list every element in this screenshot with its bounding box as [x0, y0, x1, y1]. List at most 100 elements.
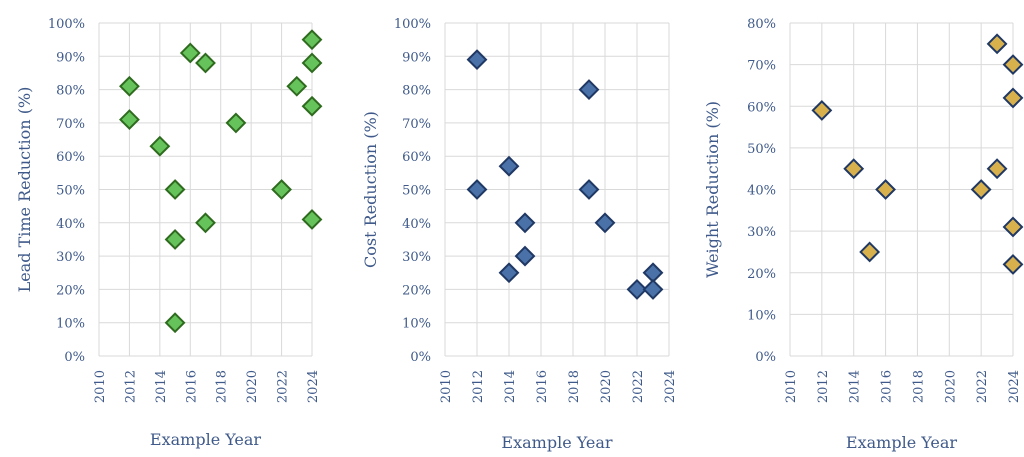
y-tick-label: 50%	[747, 142, 776, 157]
x-tick-label: 2018	[567, 370, 582, 403]
data-point-diamond	[986, 33, 1008, 55]
data-point-diamond	[811, 99, 833, 121]
data-point-diamond	[271, 179, 292, 200]
data-point-diamond	[578, 79, 600, 101]
data-point-diamond	[164, 312, 186, 334]
y-tick-label: 0%	[755, 350, 776, 365]
chart-panel-2: 0% 10% 20% 30% 40% 50% 60% 70% 80% 90% 100% 2010 201…	[361, 17, 678, 452]
y-tick-label: 70%	[56, 117, 85, 132]
data-point-diamond	[514, 212, 536, 234]
data-point-diamond	[1002, 87, 1024, 109]
y-tick-label: 80%	[747, 17, 776, 32]
y-tick-label: 30%	[56, 250, 85, 265]
x-tick-label: 2014	[503, 370, 518, 403]
data-point-diamond	[301, 29, 323, 51]
data-point-diamond	[466, 49, 488, 71]
data-point-diamond	[119, 109, 140, 130]
y-tick-label: 20%	[747, 267, 776, 282]
data-point-diamond	[1002, 54, 1024, 76]
y-tick-label: 10%	[56, 317, 85, 332]
data-point-diamond	[642, 278, 664, 300]
data-point-diamond	[286, 75, 308, 97]
data-point-diamond	[195, 212, 216, 234]
data-point-diamond	[1002, 254, 1024, 275]
x-tick-label: 2024	[663, 370, 678, 403]
data-point-diamond	[1002, 216, 1024, 238]
data-point-diamond	[859, 241, 881, 263]
data-point-diamond	[149, 135, 171, 157]
x-tick-label: 2016	[184, 370, 199, 403]
y-tick-label: 30%	[402, 250, 431, 265]
data-point-diamond	[498, 262, 520, 284]
x-tick-label: 2020	[245, 370, 260, 403]
data-point-diamond	[164, 179, 186, 200]
y-tick-label: 60%	[56, 150, 85, 165]
x-axis-title: Example Year	[501, 433, 613, 452]
y-axis-title: Lead Time Reduction (%)	[15, 87, 34, 293]
x-tick-label: 2016	[880, 370, 895, 403]
x-tick-label: 2020	[943, 370, 958, 403]
data-point-diamond	[875, 179, 896, 200]
y-axis-title: Weight Reduction (%)	[703, 101, 722, 278]
y-tick-label: 50%	[402, 184, 431, 199]
x-tick-label: 2010	[439, 370, 454, 403]
data-point-diamond	[514, 245, 536, 267]
y-tick-label: 0%	[410, 350, 431, 365]
x-tick-label: 2018	[911, 370, 926, 403]
data-point-diamond	[986, 158, 1008, 180]
x-axis-title: Example Year	[846, 433, 958, 452]
y-tick-label: 90%	[402, 50, 431, 65]
data-point-diamond	[164, 229, 186, 250]
y-tick-label: 100%	[48, 17, 85, 32]
y-tick-label: 40%	[747, 184, 776, 199]
y-tick-label: 40%	[402, 217, 431, 232]
data-point-diamond	[195, 52, 216, 74]
chart-panel-1: 0% 10% 20% 30% 40% 50% 60% 70% 80% 90% 100% 2010 201…	[15, 17, 323, 449]
x-tick-label: 2012	[816, 370, 831, 403]
y-tick-label: 20%	[56, 283, 85, 298]
y-tick-label: 10%	[747, 308, 776, 323]
y-tick-label: 70%	[402, 117, 431, 132]
x-tick-label: 2014	[154, 370, 169, 403]
y-tick-label: 100%	[394, 17, 431, 32]
data-point-diamond	[119, 75, 140, 97]
y-tick-label: 60%	[402, 150, 431, 165]
x-tick-label: 2012	[123, 370, 138, 403]
data-point-diamond	[970, 179, 992, 200]
y-tick-label: 80%	[402, 84, 431, 99]
y-axis-title: Cost Reduction (%)	[361, 111, 380, 268]
data-point-diamond	[594, 212, 616, 234]
x-tick-label: 2010	[93, 370, 108, 403]
x-tick-label: 2014	[848, 370, 863, 403]
data-point-diamond	[498, 155, 520, 177]
data-point-diamond	[466, 179, 488, 200]
x-tick-label: 2016	[535, 370, 550, 403]
y-tick-label: 20%	[402, 283, 431, 298]
y-tick-label: 30%	[747, 225, 776, 240]
x-axis-title: Example Year	[150, 430, 262, 449]
y-tick-label: 70%	[747, 59, 776, 74]
y-tick-label: 80%	[56, 84, 85, 99]
data-point-diamond	[843, 158, 865, 180]
y-tick-label: 60%	[747, 100, 776, 115]
data-point-diamond	[301, 95, 323, 117]
y-tick-label: 40%	[56, 217, 85, 232]
x-tick-label: 2022	[975, 370, 990, 403]
x-tick-label: 2022	[276, 370, 291, 403]
x-tick-label: 2024	[1007, 370, 1022, 403]
data-point-diamond	[578, 179, 600, 200]
x-tick-label: 2010	[784, 370, 799, 403]
x-tick-label: 2012	[471, 370, 486, 403]
data-point-diamond	[626, 278, 648, 300]
x-tick-label: 2024	[306, 370, 321, 403]
x-tick-label: 2022	[631, 370, 646, 403]
y-tick-label: 0%	[64, 350, 85, 365]
data-point-diamond	[179, 42, 201, 64]
y-tick-label: 10%	[402, 317, 431, 332]
y-tick-label: 90%	[56, 50, 85, 65]
data-point-diamond	[225, 112, 247, 134]
x-tick-label: 2018	[215, 370, 230, 403]
data-point-diamond	[301, 52, 323, 74]
y-tick-label: 50%	[56, 184, 85, 199]
